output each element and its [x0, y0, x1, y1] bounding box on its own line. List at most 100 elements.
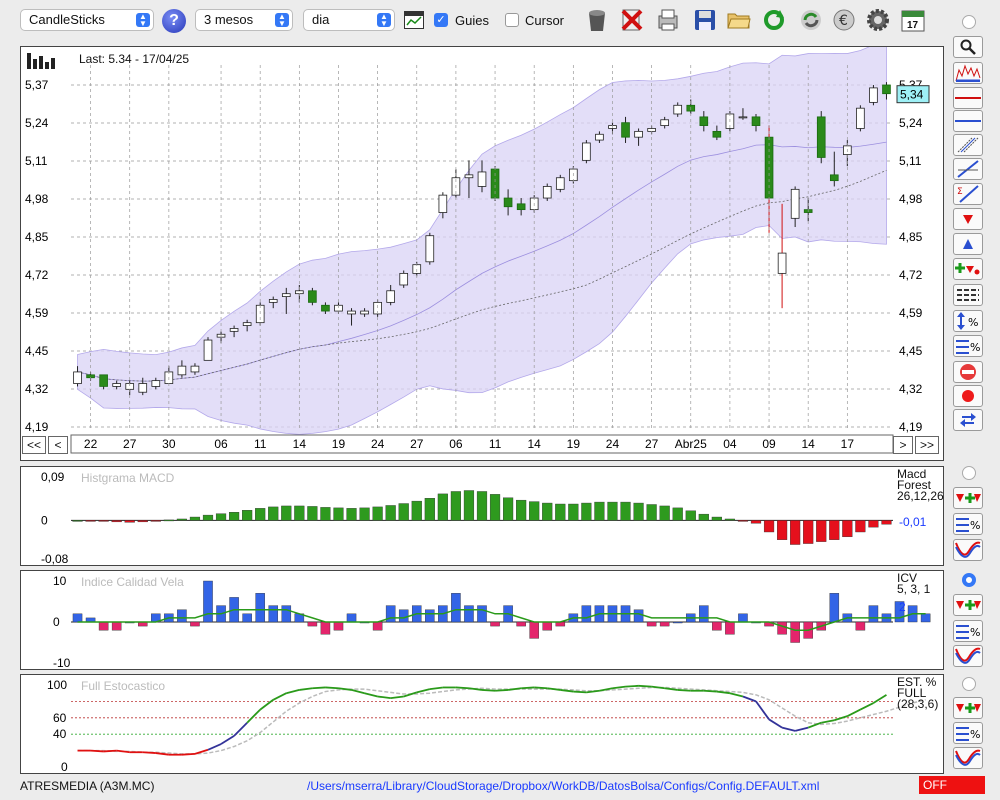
icv-legend-1: ICV	[897, 571, 918, 585]
stoch-radio[interactable]	[962, 677, 976, 691]
sync-icon[interactable]	[798, 6, 824, 34]
candle	[399, 272, 409, 286]
svg-text:%: %	[970, 519, 980, 532]
macd-y-tick: 0,09	[41, 470, 65, 484]
icv-percent-icon[interactable]: %	[953, 620, 983, 642]
horizontal-red-line-icon[interactable]	[953, 87, 983, 109]
off-button[interactable]: OFF	[919, 776, 985, 794]
percent-lines-icon[interactable]: %	[953, 335, 983, 357]
stoch-k-segment	[859, 702, 874, 711]
macd-bar	[85, 520, 96, 522]
svg-text:%: %	[970, 341, 980, 354]
stoch-percent-icon[interactable]: %	[953, 722, 983, 744]
macd-bar	[346, 508, 357, 521]
macd-bar	[424, 498, 435, 521]
icv-chart[interactable]: 10 0 -10	[21, 571, 943, 669]
nav-last-button[interactable]: >>	[915, 436, 939, 454]
x-tick: 14	[802, 437, 816, 451]
bar-chart-logo-icon	[27, 53, 55, 72]
chart-type-select[interactable]: CandleSticks ▲ ▼	[20, 9, 154, 31]
stoch-k-segment	[338, 687, 352, 691]
x-tick: 14	[293, 437, 307, 451]
stoch-k-segment	[664, 687, 678, 691]
macd-bar	[111, 520, 122, 523]
candle	[829, 174, 839, 182]
icv-panel: 10 0 -10 Indice Calidad Vela ICV 5, 3, 1 2	[20, 570, 944, 670]
zoom-icon[interactable]	[953, 36, 983, 58]
macd-bar	[581, 502, 592, 521]
stoch-curve-icon[interactable]	[953, 747, 983, 769]
sigma-tool-icon[interactable]: Σ	[953, 183, 983, 205]
red-arrow-down-icon[interactable]	[953, 208, 983, 230]
macd-curve-icon[interactable]	[953, 539, 983, 561]
dash-lines-icon[interactable]	[953, 284, 983, 306]
blue-arrow-up-icon[interactable]	[953, 233, 983, 255]
stoch-y-tick: 60	[53, 711, 67, 725]
icv-bar	[477, 605, 487, 623]
y-tick-left: 4,72	[25, 268, 49, 282]
macd-signal-icon[interactable]	[953, 487, 983, 509]
chart-window-icon[interactable]	[404, 11, 424, 29]
calendar-icon[interactable]: 17	[900, 6, 926, 34]
cursor-checkbox[interactable]	[505, 13, 519, 27]
stoch-chart[interactable]: 100 60 40 0	[21, 675, 943, 773]
config-path-link[interactable]: /Users/mserra/Library/CloudStorage/Dropb…	[307, 779, 820, 793]
add-signal-icon[interactable]	[953, 258, 983, 280]
icv-radio[interactable]	[962, 573, 976, 587]
macd-percent-icon[interactable]: %	[953, 513, 983, 535]
icv-bar	[920, 613, 931, 623]
nav-next-button[interactable]: >	[893, 436, 913, 454]
macd-bar	[750, 520, 762, 524]
trash-icon[interactable]	[584, 6, 610, 34]
delete-icon[interactable]	[619, 6, 645, 34]
save-icon[interactable]	[692, 6, 718, 34]
horizontal-blue-line-icon[interactable]	[953, 110, 983, 132]
macd-chart[interactable]: 0,09 0 -0,08	[21, 467, 943, 565]
interval-value: dia	[312, 12, 330, 27]
stoch-signal-icon[interactable]	[953, 697, 983, 719]
radio-top[interactable]	[962, 15, 976, 29]
macd-bar	[542, 502, 553, 521]
icv-curve-icon[interactable]	[953, 645, 983, 667]
stoch-k-segment	[299, 687, 313, 691]
help-icon[interactable]: ?	[162, 9, 186, 33]
candle	[869, 87, 878, 103]
channel-tool-icon[interactable]	[953, 134, 983, 156]
moving-average-line	[77, 169, 887, 382]
nav-prev-button[interactable]: <	[48, 436, 68, 454]
macd-bar	[242, 510, 253, 521]
swap-arrows-icon[interactable]	[953, 409, 983, 431]
guies-label: Guies	[455, 13, 489, 28]
macd-y-tick: 0	[41, 513, 48, 527]
macd-radio[interactable]	[962, 466, 976, 480]
icv-signal-icon[interactable]	[953, 594, 983, 616]
macd-bar	[503, 497, 514, 521]
refresh-icon[interactable]	[761, 6, 787, 34]
stoch-k-segment	[781, 726, 796, 732]
icv-bar	[72, 613, 83, 623]
stoch-k-segment	[716, 690, 731, 695]
print-icon[interactable]	[655, 6, 681, 34]
price-chart[interactable]: 5,37 5,375,24 5,245,11 5,114,98 4,984,85 4,85…	[21, 47, 943, 460]
y-tick-right: 4,45	[899, 344, 923, 358]
period-select[interactable]: 3 mesos ▲ ▼	[195, 9, 293, 31]
guies-checkbox[interactable]: ✓	[434, 13, 448, 27]
interval-select[interactable]: dia ▲ ▼	[303, 9, 395, 31]
stoch-panel: 100 60 40 0 Full Estocastico EST. % FULL (2…	[20, 674, 944, 774]
no-entry-icon[interactable]	[953, 361, 983, 383]
nav-first-button[interactable]: <<	[22, 436, 46, 454]
stoch-k-segment	[377, 695, 391, 700]
icv-bar	[516, 621, 526, 627]
currency-icon[interactable]: €	[831, 6, 857, 34]
indicator-chart-icon[interactable]	[953, 62, 983, 84]
trendline-tool-icon[interactable]	[953, 158, 983, 180]
open-folder-icon[interactable]	[726, 6, 752, 34]
macd-bar	[281, 505, 292, 521]
icv-bar	[672, 621, 683, 624]
record-icon[interactable]	[953, 385, 983, 407]
y-tick-left: 4,85	[25, 230, 49, 244]
macd-bar	[672, 507, 683, 521]
stoch-k-segment	[768, 718, 783, 729]
percent-range-icon[interactable]: %	[953, 310, 983, 332]
gear-icon[interactable]	[865, 6, 891, 34]
